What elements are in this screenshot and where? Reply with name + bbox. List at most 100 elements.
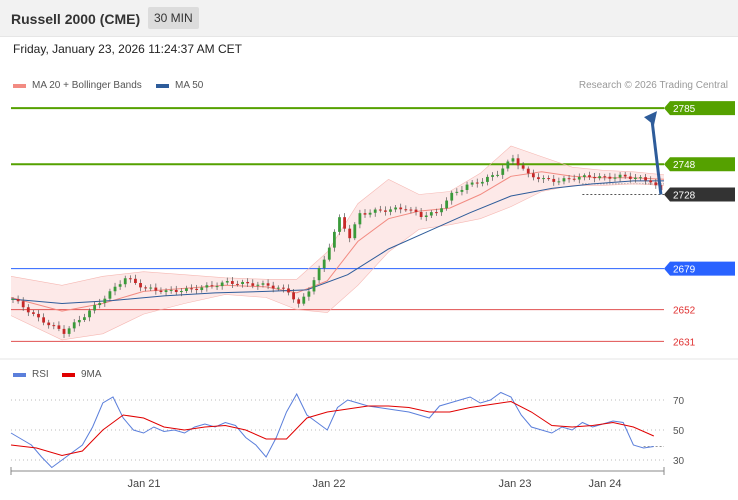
candle-body	[455, 191, 459, 193]
candle-body	[256, 284, 260, 286]
candle-body	[378, 209, 382, 211]
candle-body	[445, 200, 449, 209]
credit-label: Research © 2026 Trading Central	[578, 80, 728, 91]
level-tag-text-2748: 2748	[673, 160, 696, 171]
candle-body	[531, 173, 535, 178]
legend-rsi-label: RSI	[32, 369, 49, 380]
legend-ma50-label: MA 50	[175, 80, 204, 91]
candle-body	[113, 286, 117, 292]
candle-body	[57, 325, 61, 329]
candle-body	[236, 283, 239, 285]
candle-body	[103, 298, 107, 303]
candle-body	[276, 287, 280, 289]
level-tag-text-2785: 2785	[673, 104, 696, 115]
ma50-line	[10, 180, 664, 305]
candle-body	[174, 289, 178, 293]
candle-body	[470, 182, 474, 185]
candle-body	[644, 177, 647, 181]
x-tick-label: Jan 24	[588, 478, 621, 490]
candle-body	[98, 302, 102, 306]
level-tag-2748: 2748	[664, 157, 735, 172]
candle-body	[210, 285, 214, 287]
candle-body	[613, 177, 617, 179]
candle-body	[435, 212, 438, 214]
candle-body	[251, 283, 255, 286]
candle-body	[149, 287, 153, 289]
candle-body	[154, 287, 158, 291]
candle-body	[225, 281, 229, 283]
candle-body	[195, 288, 199, 291]
candle-body	[343, 217, 347, 229]
candle-body	[185, 288, 188, 291]
x-tick-label: Jan 22	[312, 478, 345, 490]
candle-body	[506, 161, 510, 169]
candle-body	[623, 174, 627, 177]
candle-body	[123, 278, 127, 285]
candle-body	[618, 174, 622, 178]
candle-body	[567, 178, 571, 180]
candle-body	[67, 328, 71, 334]
timeframe-button[interactable]: 30 MIN	[148, 7, 199, 29]
candle-body	[577, 176, 581, 180]
candle-body	[338, 217, 341, 232]
date-label: Friday, January 23, 2026 11:24:37 AM CET	[13, 42, 243, 56]
candle-body	[287, 288, 290, 293]
candle-body	[83, 317, 86, 320]
candle-body	[37, 313, 40, 318]
target-arrow-shaft	[650, 119, 663, 195]
candle-body	[419, 211, 423, 218]
candle-body	[358, 213, 362, 225]
ma-bb-swatch	[13, 83, 26, 88]
legend-9ma: 9MA	[62, 369, 102, 380]
candle-body	[348, 228, 352, 239]
candle-body	[582, 175, 586, 177]
candle-body	[440, 208, 443, 213]
candle-body	[460, 189, 464, 192]
legend-9ma-label: 9MA	[81, 369, 102, 380]
candle-body	[373, 209, 377, 213]
candle-body	[327, 247, 331, 260]
candle-body	[179, 290, 183, 293]
candle-body	[557, 181, 561, 183]
bb-upper-line	[10, 145, 665, 286]
candle-body	[363, 213, 367, 215]
chart-title: Russell 2000 (CME)	[11, 11, 141, 27]
candle-body	[399, 207, 403, 210]
candle-body	[93, 305, 97, 311]
candle-body	[205, 285, 209, 288]
candle-body	[475, 182, 479, 184]
candle-body	[414, 209, 418, 212]
candle-body	[654, 182, 658, 186]
candle-body	[628, 176, 632, 179]
candle-body	[394, 207, 398, 210]
candle-body	[465, 184, 469, 190]
candle-body	[118, 284, 122, 287]
level-tag-text-2679: 2679	[673, 265, 696, 276]
candle-body	[496, 174, 500, 176]
legend-ma-bb: MA 20 + Bollinger Bands	[13, 80, 142, 91]
bollinger-band	[11, 146, 664, 340]
candle-body	[486, 176, 489, 182]
level-label-2652: 2652	[673, 306, 696, 317]
rsi-tick-70: 70	[673, 396, 685, 407]
candle-body	[353, 224, 357, 239]
candle-body	[516, 158, 520, 166]
candle-body	[144, 287, 148, 289]
rsi-tick-50: 50	[673, 426, 685, 437]
candle-body	[26, 307, 30, 313]
candle-body	[21, 301, 25, 308]
candle-body	[368, 212, 372, 215]
level-tag-2728: 2728	[664, 187, 735, 202]
candle-body	[271, 285, 275, 289]
candle-body	[521, 165, 525, 169]
level-tag-2679: 2679	[664, 261, 735, 276]
candle-body	[190, 288, 193, 290]
candle-body	[598, 176, 602, 179]
candle-body	[424, 215, 428, 218]
candle-body	[241, 281, 244, 285]
candle-body	[230, 281, 234, 284]
candle-body	[491, 175, 494, 177]
candle-body	[450, 192, 454, 201]
rsi-swatch	[13, 372, 26, 377]
candle-body	[547, 178, 551, 180]
